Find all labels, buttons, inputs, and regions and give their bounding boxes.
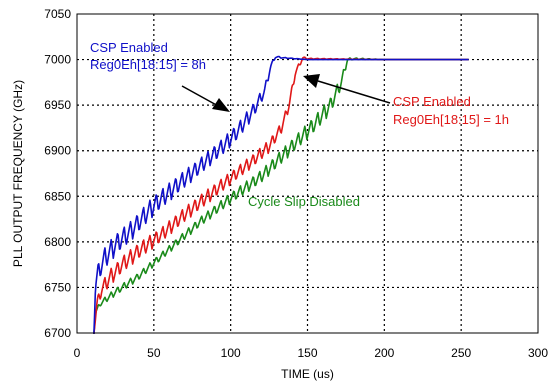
- x-tick-label: 150: [297, 346, 317, 360]
- y-tick-label: 6700: [44, 326, 71, 340]
- annotation-red-line-1: CSP Enabled: [393, 94, 471, 109]
- y-tick-label: 7000: [44, 53, 71, 67]
- y-tick-labels: 6700 6750 6800 6850 6900 6950 7000 7050: [44, 7, 71, 340]
- arrow-blue: [181, 85, 230, 112]
- x-tick-label: 50: [147, 346, 161, 360]
- x-tick-label: 300: [528, 346, 548, 360]
- y-tick-label: 6900: [44, 144, 71, 158]
- annotation-blue-line-2: Reg0Eh[18:15] = 8h: [90, 57, 206, 72]
- x-tick-label: 200: [374, 346, 394, 360]
- annotation-red-line-2: Reg0Eh[18:15] = 1h: [393, 112, 509, 127]
- annotation-green-line-1: Cycle Slip Disabled: [248, 194, 360, 209]
- annotation-blue-line-1: CSP Enabled: [90, 40, 168, 55]
- y-tick-label: 6850: [44, 189, 71, 203]
- arrow-red: [303, 74, 391, 104]
- y-tick-label: 6750: [44, 280, 71, 294]
- annotations: CSP Enabled Reg0Eh[18:15] = 8h CSP Enabl…: [90, 40, 509, 209]
- x-axis-title: TIME (us): [281, 367, 334, 381]
- x-tick-label: 100: [221, 346, 241, 360]
- x-tick-labels: 0 50 100 150 200 250 300: [74, 346, 549, 360]
- x-tick-label: 250: [451, 346, 471, 360]
- y-tick-label: 7050: [44, 7, 71, 21]
- series-line-1: [93, 55, 469, 334]
- y-tick-label: 6950: [44, 98, 71, 112]
- y-tick-label: 6800: [44, 235, 71, 249]
- plot-frame: [76, 13, 539, 334]
- x-tick-label: 0: [74, 346, 81, 360]
- series-lines: [93, 55, 469, 334]
- y-axis-title: PLL OUTPUT FREQUENCY (GHz): [11, 80, 25, 267]
